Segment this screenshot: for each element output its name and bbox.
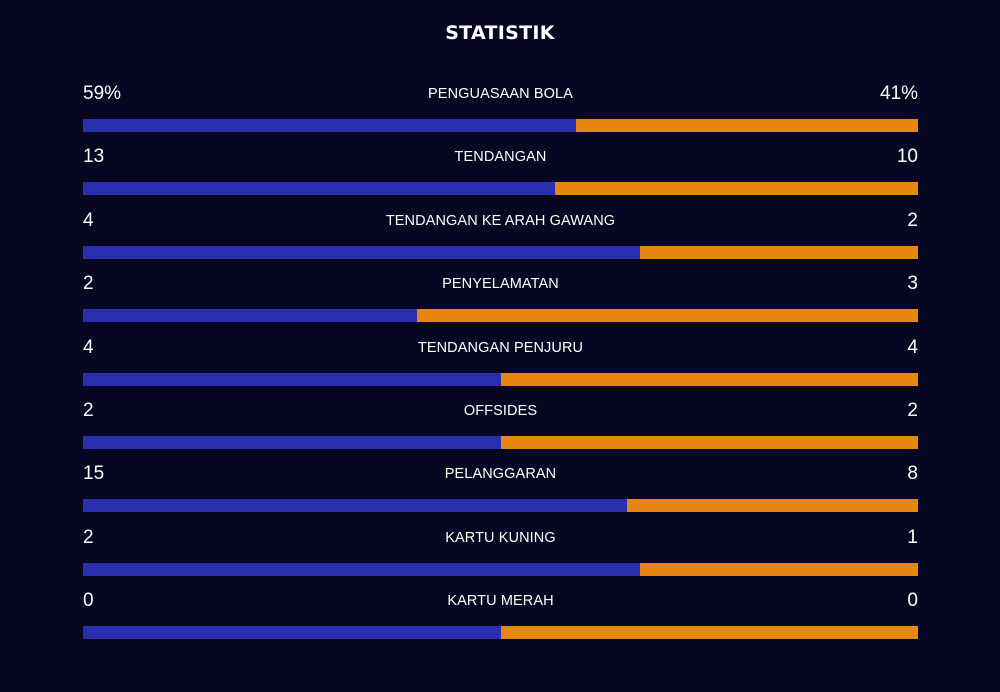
stat-row-yellow-cards: 2 KARTU KUNING 1 bbox=[83, 524, 918, 587]
comparison-bar bbox=[83, 245, 918, 259]
stat-row-saves: 2 PENYELAMATAN 3 bbox=[83, 270, 918, 333]
stat-label: OFFSIDES bbox=[463, 402, 538, 419]
comparison-bar bbox=[83, 435, 918, 449]
stat-row-corners: 4 TENDANGAN PENJURU 4 bbox=[83, 334, 918, 397]
home-bar-segment bbox=[83, 119, 576, 132]
away-bar-segment bbox=[500, 626, 918, 640]
home-bar-segment bbox=[83, 499, 628, 513]
stat-label: KARTU MERAH bbox=[447, 593, 554, 610]
home-value: 15 bbox=[83, 463, 105, 485]
home-value: 4 bbox=[83, 209, 94, 231]
home-bar-segment bbox=[83, 245, 640, 259]
stat-row-shots-on-target: 4 TENDANGAN KE ARAH GAWANG 2 bbox=[83, 207, 918, 270]
stat-row-red-cards: 0 KARTU MERAH 0 bbox=[83, 587, 918, 650]
stat-row-possession: 59% PENGUASAAN BOLA 41% bbox=[83, 80, 918, 143]
stat-row-shots: 13 TENDANGAN 10 bbox=[83, 143, 918, 206]
comparison-bar bbox=[83, 562, 918, 576]
stat-label: PELANGGARAN bbox=[444, 466, 557, 483]
away-bar-segment bbox=[500, 435, 918, 449]
away-value: 10 bbox=[896, 146, 918, 168]
stat-label: PENYELAMATAN bbox=[442, 276, 559, 293]
stat-row-offsides: 2 OFFSIDES 2 bbox=[83, 397, 918, 460]
home-value: 59% bbox=[83, 83, 122, 104]
comparison-bar bbox=[83, 372, 918, 386]
away-bar-segment bbox=[500, 372, 918, 386]
home-bar-segment bbox=[83, 435, 501, 449]
away-value: 2 bbox=[907, 399, 918, 421]
away-bar-segment bbox=[627, 499, 918, 513]
away-bar-segment bbox=[417, 309, 918, 323]
home-bar-segment bbox=[83, 182, 555, 196]
away-bar-segment bbox=[639, 562, 918, 576]
away-value: 2 bbox=[907, 209, 918, 231]
away-bar-segment bbox=[554, 182, 918, 196]
stat-label: KARTU KUNING bbox=[445, 529, 556, 546]
stat-label: PENGUASAAN BOLA bbox=[428, 86, 573, 102]
away-bar-segment bbox=[639, 245, 918, 259]
stat-label: TENDANGAN PENJURU bbox=[417, 339, 584, 356]
comparison-bar bbox=[83, 499, 918, 513]
home-value: 2 bbox=[83, 273, 94, 295]
stat-label: TENDANGAN bbox=[454, 149, 547, 166]
away-value: 3 bbox=[907, 273, 918, 295]
home-bar-segment bbox=[83, 562, 640, 576]
away-value: 0 bbox=[907, 590, 918, 612]
home-value: 2 bbox=[83, 399, 94, 421]
away-value: 4 bbox=[907, 336, 918, 358]
home-bar-segment bbox=[83, 309, 417, 323]
comparison-bar bbox=[83, 119, 918, 132]
home-bar-segment bbox=[83, 372, 501, 386]
home-bar-segment bbox=[83, 626, 501, 640]
away-value: 8 bbox=[907, 463, 918, 485]
away-bar-segment bbox=[575, 119, 918, 132]
home-value: 0 bbox=[83, 590, 94, 612]
away-value: 1 bbox=[907, 526, 918, 548]
stat-label: TENDANGAN KE ARAH GAWANG bbox=[385, 212, 616, 229]
stat-row-fouls: 15 PELANGGARAN 8 bbox=[83, 460, 918, 523]
away-value: 41% bbox=[879, 83, 918, 104]
panel-title: STATISTIK bbox=[445, 22, 555, 44]
stats-list: 59% PENGUASAAN BOLA 41% 13 TENDANGAN 10 bbox=[83, 80, 918, 651]
home-value: 4 bbox=[83, 336, 94, 358]
comparison-bar bbox=[83, 626, 918, 640]
comparison-bar bbox=[83, 182, 918, 196]
home-value: 2 bbox=[83, 526, 94, 548]
comparison-bar bbox=[83, 309, 918, 323]
home-value: 13 bbox=[83, 146, 105, 168]
